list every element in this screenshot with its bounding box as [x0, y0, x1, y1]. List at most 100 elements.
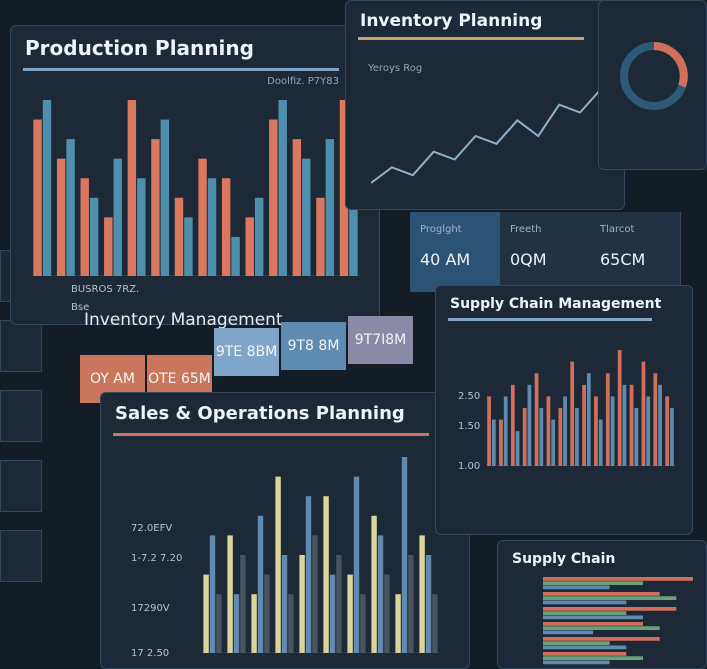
bar	[543, 652, 627, 656]
bar	[323, 496, 329, 653]
bar	[543, 622, 643, 626]
panel-title: Supply Chain Management	[450, 296, 662, 312]
kpi-caption: Tlarcot	[600, 224, 635, 235]
bar	[543, 660, 610, 665]
inventory-management: Inventory Management OY AM OTE 65M 9TE 8BM…	[80, 300, 415, 403]
bar	[174, 197, 184, 276]
bar	[371, 515, 377, 653]
panel-title: Supply Chain	[512, 551, 616, 567]
bar	[543, 630, 593, 635]
side-card	[0, 320, 42, 372]
bar	[634, 408, 639, 466]
kpi: Proglght 40 AM	[410, 212, 501, 292]
bar	[395, 594, 401, 653]
bar	[384, 574, 390, 653]
bar	[292, 139, 302, 276]
bar	[316, 197, 325, 276]
bar	[269, 119, 278, 276]
bar	[353, 476, 360, 653]
bar	[113, 158, 122, 276]
bar	[543, 600, 627, 605]
kpi-value: 40 AM	[420, 250, 471, 269]
y-label: 1.50	[458, 421, 481, 432]
bar	[66, 139, 75, 276]
bar	[89, 197, 99, 276]
tile: 9T7I8M	[348, 316, 413, 364]
bar	[33, 119, 42, 276]
bar	[254, 197, 264, 276]
bar	[543, 581, 643, 585]
tile: 9T8 8M	[281, 322, 346, 370]
bar	[551, 419, 556, 466]
bar	[432, 594, 438, 653]
bar	[491, 419, 496, 466]
bar	[216, 594, 222, 653]
y-label: 17290V	[131, 603, 170, 614]
bar	[419, 535, 425, 653]
bar	[312, 535, 318, 653]
bar	[408, 555, 414, 653]
bar	[586, 373, 591, 466]
supply-chain-panel: Supply Chain	[497, 540, 707, 669]
bar	[347, 574, 353, 653]
bar	[329, 574, 336, 653]
y-label: 1.00	[458, 461, 481, 472]
bar	[570, 361, 575, 466]
bar	[543, 611, 627, 615]
bar	[499, 419, 503, 466]
bar	[401, 457, 408, 653]
bar	[233, 594, 240, 653]
bar	[534, 373, 539, 466]
bar	[543, 656, 643, 660]
bar	[137, 178, 146, 276]
bar	[543, 577, 693, 581]
section-title: Inventory Management	[84, 310, 283, 330]
panel-title: Inventory Planning	[360, 11, 543, 31]
bar	[641, 361, 646, 466]
bar	[425, 555, 432, 653]
bar	[209, 535, 216, 653]
bar	[299, 555, 305, 653]
bar	[227, 535, 233, 653]
bar	[543, 592, 660, 596]
bar	[582, 384, 586, 466]
bar	[198, 158, 207, 276]
bar	[221, 178, 231, 276]
bar	[207, 178, 217, 276]
bar	[605, 373, 610, 466]
bar	[575, 408, 579, 466]
bar	[598, 419, 603, 466]
gauge	[620, 42, 688, 110]
line	[371, 88, 601, 184]
bar	[339, 100, 349, 276]
bar	[503, 396, 508, 466]
panel-title: Sales & Operations Planning	[115, 403, 405, 424]
bar	[617, 350, 622, 466]
inventory-planning-panel: Inventory Planning Yeroys Rog	[345, 0, 625, 210]
title-rule	[113, 433, 429, 436]
side-card	[0, 390, 42, 442]
bar	[522, 408, 527, 466]
kpi-strip: Proglght 40 AM Freeth 0QM Tlarcot 65CM	[410, 212, 707, 292]
bar	[653, 373, 658, 466]
y-label: 17 2.50	[131, 648, 170, 659]
production-panel: Production Planning Doolfiz. P7Y83 BUSRO…	[10, 25, 380, 325]
panel-subtitle: Yeroys Rog	[368, 63, 423, 74]
bar	[539, 408, 544, 466]
bar	[487, 396, 491, 466]
chart	[486, 350, 676, 466]
kpi-value: 65CM	[600, 250, 646, 269]
bar	[42, 100, 52, 276]
bar	[251, 594, 257, 653]
bar	[546, 396, 551, 466]
bar	[563, 396, 567, 466]
bar	[275, 476, 281, 653]
bar	[80, 178, 89, 276]
bar	[543, 615, 643, 620]
kpi: Freeth 0QM	[500, 212, 591, 292]
tile: 9TE 8BM	[214, 328, 279, 376]
bar	[302, 158, 311, 276]
gauge-arc	[653, 42, 688, 88]
bar	[56, 158, 66, 276]
